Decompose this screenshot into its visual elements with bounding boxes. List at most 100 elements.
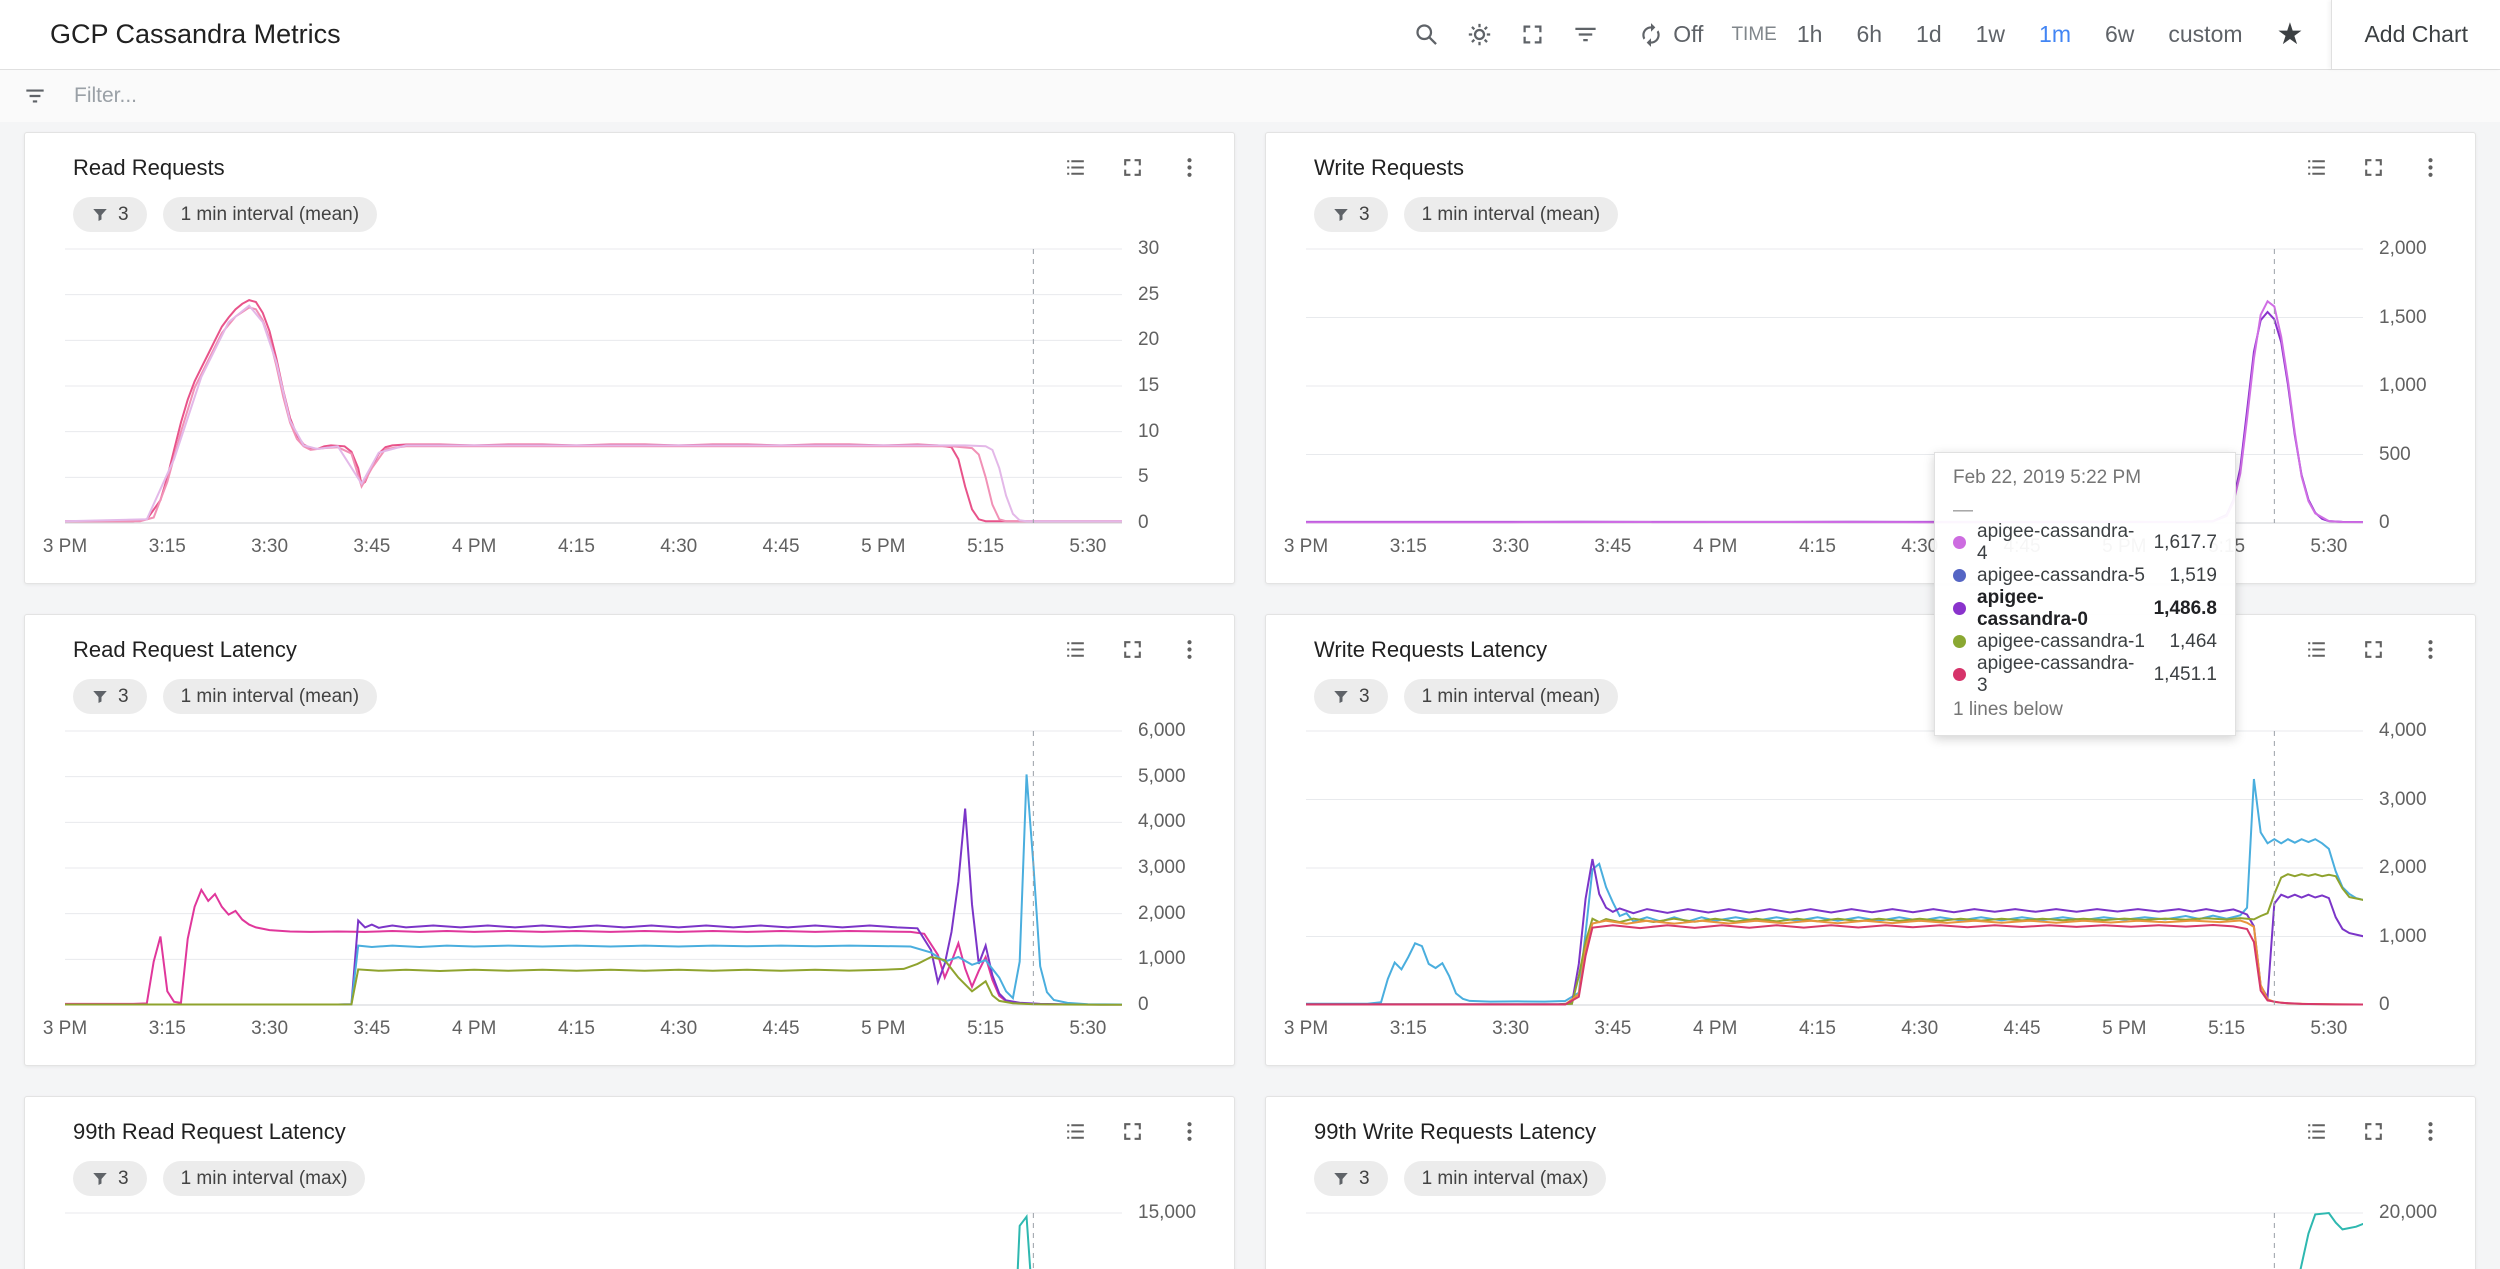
funnel-icon — [1334, 208, 1348, 221]
x-axis-tick-label: 3 PM — [42, 536, 88, 557]
legend-icon[interactable] — [1063, 637, 1088, 662]
kebab-menu-icon[interactable] — [2418, 637, 2443, 662]
chart-card-read-requests: Read Requests 3 1 min interval (mean) 3 … — [24, 132, 1235, 584]
tooltip-footer: 1 lines below — [1953, 699, 2063, 720]
chart-plot-area[interactable] — [65, 1210, 1122, 1269]
series-name: apigee-cassandra-0 — [1977, 586, 2088, 630]
chart-plot-area[interactable] — [65, 728, 1122, 1008]
x-axis-tick-label: 5:15 — [967, 536, 1005, 557]
x-axis-tick-label: 4:15 — [557, 536, 595, 557]
x-axis-tick-label: 4:15 — [557, 1018, 595, 1039]
expand-chart-icon[interactable] — [1120, 1119, 1145, 1144]
time-range-6w[interactable]: 6w — [2104, 21, 2135, 47]
y-axis-tick-label: 10 — [1138, 420, 1160, 442]
y-axis-tick-label: 2,000 — [2379, 238, 2427, 259]
time-range-custom[interactable]: custom — [2168, 21, 2243, 47]
y-axis-tick-label: 1,000 — [1138, 948, 1186, 970]
tooltip-crosshair-dash: — — [1953, 499, 1973, 521]
chart-title: Read Requests — [73, 155, 225, 180]
legend-icon[interactable] — [2304, 1119, 2329, 1144]
y-axis-tick-label: 30 — [1138, 238, 1160, 259]
chart-title: 99th Write Requests Latency — [1314, 1119, 1597, 1144]
legend-icon[interactable] — [1063, 155, 1088, 180]
kebab-menu-icon[interactable] — [1177, 155, 1202, 180]
x-axis-tick-label: 4:30 — [1901, 1018, 1939, 1039]
filter-input[interactable]: Filter... — [74, 84, 138, 107]
funnel-icon — [93, 690, 107, 703]
kebab-menu-icon[interactable] — [2418, 155, 2443, 180]
funnel-icon — [93, 1172, 107, 1185]
chart-card-read-request-latency: Read Request Latency 3 1 min interval (m… — [24, 614, 1235, 1066]
time-range-1d[interactable]: 1d — [1916, 21, 1942, 47]
series-value: 1,451.1 — [2153, 663, 2217, 685]
auto-refresh-control[interactable]: Off — [1638, 21, 1703, 48]
series-color-dot — [1953, 635, 1966, 648]
y-axis-tick-label: 20,000 — [2379, 1202, 2438, 1223]
settings-gear-icon[interactable] — [1466, 21, 1493, 48]
x-axis: 3 PM 3:15 3:30 3:45 4 PM 4:15 4:30 4:45 5 PM 5:15… — [1284, 1014, 2363, 1048]
add-chart-button[interactable]: Add Chart — [2331, 0, 2500, 69]
interval-chip[interactable]: 1 min interval (mean) — [1403, 679, 1619, 714]
interval-chip[interactable]: 1 min interval (max) — [162, 1161, 366, 1196]
expand-chart-icon[interactable] — [1120, 155, 1145, 180]
filter-chip[interactable]: 3 — [1314, 197, 1388, 232]
legend-icon[interactable] — [2304, 155, 2329, 180]
time-range-6h[interactable]: 6h — [1856, 21, 1883, 47]
refresh-state-label: Off — [1673, 21, 1704, 47]
interval-chip[interactable]: 1 min interval (mean) — [162, 679, 378, 714]
filter-chip[interactable]: 3 — [73, 197, 147, 232]
x-axis-tick-label: 4 PM — [1692, 1018, 1738, 1039]
x-axis-tick-label: 4 PM — [451, 536, 497, 557]
legend-icon[interactable] — [1063, 1119, 1088, 1144]
interval-chip[interactable]: 1 min interval (max) — [1403, 1161, 1607, 1196]
legend-icon[interactable] — [2304, 637, 2329, 662]
x-axis-tick-label: 4:15 — [1798, 1018, 1836, 1039]
filter-chip[interactable]: 3 — [73, 679, 147, 714]
filter-chip[interactable]: 3 — [1314, 679, 1388, 714]
interval-chip[interactable]: 1 min interval (mean) — [1403, 197, 1619, 232]
filter-variant-icon[interactable] — [22, 83, 48, 109]
x-axis-tick-label: 3:15 — [148, 1018, 186, 1039]
filter-bar: Filter... — [0, 70, 2500, 122]
kebab-menu-icon[interactable] — [1177, 1119, 1202, 1144]
y-axis-tick-label: 500 — [2379, 443, 2411, 465]
expand-chart-icon[interactable] — [2361, 1119, 2386, 1144]
chart-plot-area[interactable] — [1306, 1210, 2363, 1269]
time-range-1w[interactable]: 1w — [1975, 21, 2006, 47]
series-value: 1,486.8 — [2153, 597, 2217, 619]
kebab-menu-icon[interactable] — [2418, 1119, 2443, 1144]
chart-card-write-requests-latency: Write Requests Latency 3 1 min interval … — [1265, 614, 2476, 1066]
x-axis-tick-label: 4:30 — [660, 1018, 698, 1039]
expand-chart-icon[interactable] — [1120, 637, 1145, 662]
fullscreen-icon[interactable] — [1519, 21, 1546, 48]
filter-list-icon[interactable] — [1572, 21, 1599, 48]
x-axis: 3 PM 3:15 3:30 3:45 4 PM 4:15 4:30 4:45 5 PM 5:15… — [43, 532, 1122, 566]
filter-chip[interactable]: 3 — [1314, 1161, 1388, 1196]
y-axis: 0 5 10 15 20 25 30 — [1122, 238, 1234, 533]
interval-chip[interactable]: 1 min interval (mean) — [162, 197, 378, 232]
x-axis-tick-label: 3:45 — [1594, 1018, 1632, 1039]
filter-chip[interactable]: 3 — [73, 1161, 147, 1196]
x-axis-tick-label: 3:15 — [1389, 536, 1427, 557]
tooltip-series-row: apigee-cassandra-4 1,617.7 — [1953, 521, 2217, 564]
expand-chart-icon[interactable] — [2361, 637, 2386, 662]
chart-plot-area[interactable] — [65, 246, 1122, 526]
tooltip-series-row: apigee-cassandra-1 1,464 — [1953, 625, 2217, 658]
x-axis-tick-label: 3:45 — [353, 536, 391, 557]
tooltip-series-row: apigee-cassandra-3 1,451.1 — [1953, 653, 2217, 696]
y-axis-tick-label: 1,000 — [2379, 925, 2427, 947]
x-axis-tick-label: 3:30 — [251, 1018, 289, 1039]
kebab-menu-icon[interactable] — [1177, 637, 1202, 662]
expand-chart-icon[interactable] — [2361, 155, 2386, 180]
time-range-1h[interactable]: 1h — [1796, 21, 1823, 47]
x-axis-tick-label: 5:30 — [2310, 1018, 2348, 1039]
time-range-1m[interactable]: 1m — [2039, 21, 2071, 47]
header-toolbar: Off TIME 1h 6h 1d 1w 1m 6w custom ★ Add Chart — [1400, 0, 2500, 69]
star-icon[interactable]: ★ — [2276, 18, 2304, 51]
y-axis-tick-label: 4,000 — [2379, 720, 2427, 741]
tooltip-series-row: apigee-cassandra-0 1,486.8 — [1953, 587, 2217, 630]
chart-plot-area[interactable] — [1306, 728, 2363, 1008]
search-icon[interactable] — [1413, 21, 1440, 48]
x-axis-tick-label: 3:15 — [1389, 1018, 1427, 1039]
